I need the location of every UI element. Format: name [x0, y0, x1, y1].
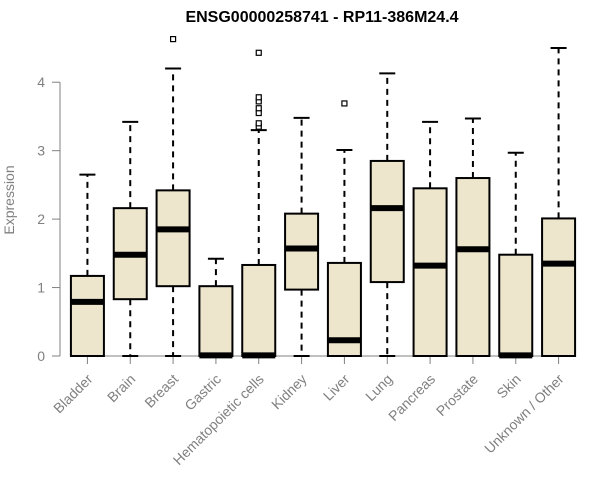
box-iqr [155, 189, 191, 288]
box-iqr [198, 285, 234, 358]
box-iqr [541, 217, 577, 357]
category-label-3: Breast [141, 371, 181, 411]
category-label-2: Brain [104, 371, 138, 405]
category-label-7: Liver [320, 371, 353, 404]
box-group-6 [284, 116, 320, 357]
outlier-point-4 [255, 105, 262, 112]
box-group-1 [69, 173, 105, 358]
box-group-12 [541, 47, 577, 357]
box-iqr [498, 253, 534, 357]
y-tick-label-4: 4 [37, 74, 45, 90]
outlier-point-1 [341, 100, 348, 107]
box-group-3 [155, 36, 191, 357]
boxes-group [69, 36, 577, 359]
box-iqr [412, 187, 448, 357]
category-label-1: Bladder [50, 371, 96, 417]
y-tick-label-1: 1 [37, 280, 45, 296]
category-label-6: Kidney [268, 371, 310, 413]
box-group-8 [369, 72, 405, 357]
category-label-8: Lung [362, 371, 395, 404]
box-iqr [241, 263, 277, 358]
box-group-10 [455, 117, 491, 357]
box-group-5 [241, 49, 277, 359]
box-iqr [369, 159, 405, 284]
box-group-11 [498, 151, 534, 359]
box-group-4 [198, 257, 234, 359]
y-tick-label-0: 0 [37, 348, 45, 364]
y-axis-label: Expression [1, 165, 17, 234]
y-tick-label-3: 3 [37, 143, 45, 159]
outlier-point-2 [255, 120, 262, 127]
outlier-point-1 [169, 36, 177, 43]
y-tick-label-2: 2 [37, 211, 45, 227]
category-label-10: Prostate [433, 371, 481, 419]
category-label-11: Skin [493, 371, 524, 402]
box-iqr [455, 177, 491, 357]
category-label-12: Unknown / Other [481, 371, 567, 457]
box-group-2 [112, 120, 148, 357]
box-iqr [69, 274, 105, 358]
outlier-point-7 [255, 49, 262, 56]
box-group-9 [412, 120, 448, 357]
outlier-point-6 [255, 94, 262, 101]
chart-title: ENSG00000258741 - RP11-386M24.4 [185, 9, 458, 26]
category-label-4: Gastric [181, 371, 224, 414]
category-label-9: Pancreas [385, 371, 438, 424]
box-iqr [284, 212, 320, 291]
box-group-7 [326, 100, 362, 357]
